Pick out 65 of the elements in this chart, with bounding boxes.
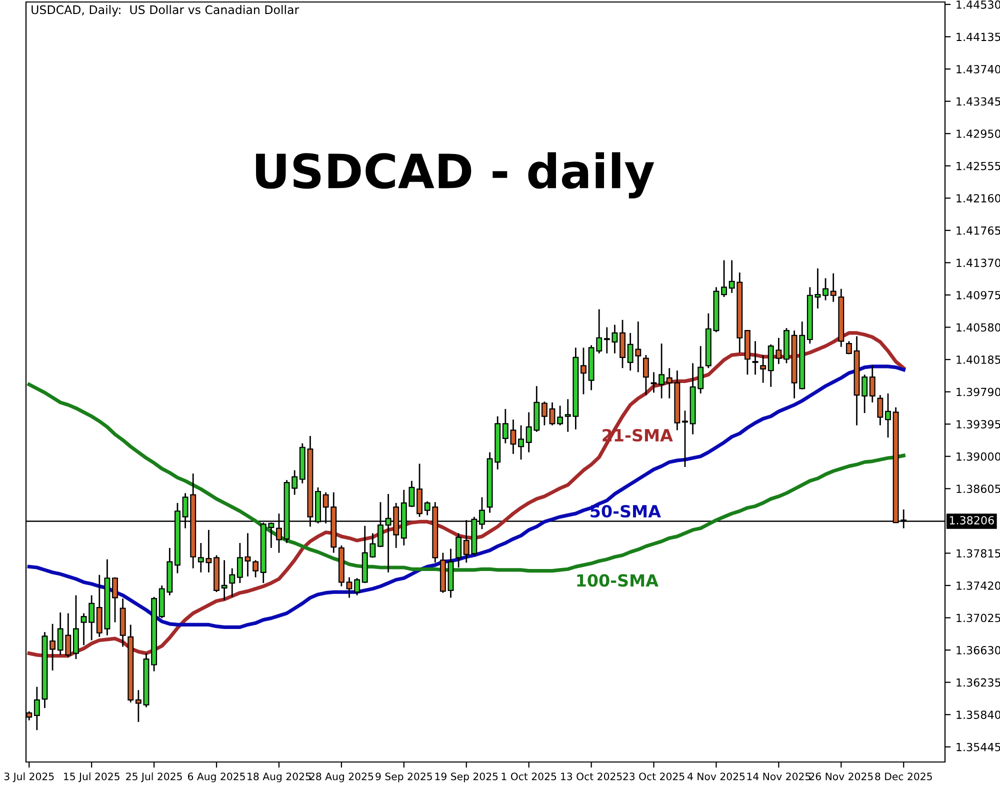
y-tick-label: 1.40185	[956, 356, 1000, 364]
x-tick-label: 6 Aug 2025	[188, 772, 245, 782]
y-tick-label: 1.39395	[956, 420, 1000, 428]
line-series	[27, 364, 906, 629]
x-tick-label: 19 Sep 2025	[435, 772, 498, 782]
chart-title: USDCAD, Daily: US Dollar vs Canadian Dollar	[32, 5, 300, 16]
line-series	[27, 382, 906, 573]
candlestick	[135, 689, 142, 723]
candlestick	[557, 405, 564, 426]
candlestick	[658, 342, 665, 400]
candlestick	[682, 410, 688, 468]
x-tick-label: 15 Jul 2025	[64, 772, 120, 782]
candlestick	[252, 559, 259, 578]
x-tick-label: 23 Oct 2025	[623, 772, 684, 780]
x-tick-label: 18 Aug 2025	[248, 772, 311, 782]
y-tick-label: 1.35445	[956, 742, 1000, 752]
x-tick-label: 25 Jul 2025	[126, 772, 182, 782]
candlestick	[752, 340, 758, 376]
candlestick	[877, 394, 884, 426]
candlestick	[814, 268, 821, 310]
candlestick	[760, 354, 766, 384]
x-tick-label: 28 Aug 2025	[310, 772, 374, 782]
ref-line-label: 1.38206	[950, 516, 994, 524]
y-tick-label: 1.40975	[956, 290, 1000, 300]
candlestick	[846, 340, 852, 355]
y-tick-label: 1.41765	[956, 226, 1000, 235]
candlestick	[354, 577, 360, 596]
candlestick	[229, 568, 236, 598]
candlestick	[869, 364, 876, 404]
y-tick-label: 1.37815	[956, 549, 1000, 558]
x-tick-label: 1 Oct 2025	[502, 772, 556, 780]
candlestick	[456, 532, 462, 568]
x-tick-label: 13 Oct 2025	[561, 772, 622, 780]
candlestick	[642, 354, 649, 396]
y-tick-label: 1.43345	[956, 97, 1000, 106]
x-tick-label: 8 Dec 2025	[875, 772, 932, 780]
y-tick-label: 1.44135	[956, 32, 1000, 42]
candlestick	[549, 402, 556, 426]
series-label: 100-SMA	[577, 574, 658, 587]
x-tick-label: 3 Jul 2025	[4, 772, 54, 782]
candlestick	[830, 272, 836, 303]
candlestick	[721, 260, 728, 298]
candlestick	[541, 400, 548, 426]
y-tick-label: 1.42555	[956, 162, 1000, 170]
annotation: USDCAD - daily	[256, 152, 654, 198]
candlestick	[346, 576, 352, 598]
candlestick	[580, 346, 586, 395]
x-tick-label: 9 Sep 2025	[376, 772, 432, 782]
candlestick	[34, 686, 40, 731]
x-tick-label: 26 Nov 2025	[809, 772, 873, 780]
candlestick	[518, 424, 524, 460]
y-tick-label: 1.36235	[956, 678, 1000, 687]
candlestick	[50, 623, 56, 672]
candlestick	[244, 532, 251, 578]
x-tick-label: 4 Nov 2025	[687, 772, 745, 780]
candlestick	[112, 576, 118, 623]
series-label: 50-SMA	[590, 504, 661, 518]
candlestick	[862, 374, 868, 414]
candlestick	[221, 559, 228, 601]
candlestick	[885, 392, 891, 438]
y-tick-label: 1.37025	[956, 614, 1000, 622]
candlestick	[822, 278, 829, 301]
x-tick-label: 14 Nov 2025	[747, 772, 810, 780]
y-tick-label: 1.38605	[956, 484, 1000, 494]
candlestick	[236, 542, 243, 584]
